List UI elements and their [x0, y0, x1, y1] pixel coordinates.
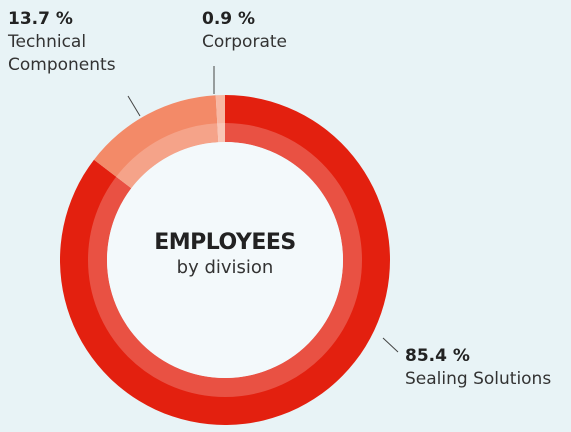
leader-line [382, 337, 399, 353]
chart-title: EMPLOYEES [154, 230, 296, 255]
center-label: EMPLOYEES by division [125, 230, 325, 278]
center-disc [107, 142, 343, 378]
inner-tint [88, 123, 362, 397]
value-label: 85.4 % [405, 346, 470, 366]
slice-label: 85.4 % Sealing Solutions [405, 345, 571, 391]
category-label: Sealing Solutions [405, 369, 552, 389]
slice-label: 0.9 % Corporate [202, 8, 322, 54]
leader-line [127, 95, 141, 117]
value-label: 13.7 % [8, 9, 73, 29]
donut-slice [215, 95, 225, 143]
category-label: Corporate [202, 32, 287, 52]
chart-subtitle: by division [176, 257, 274, 278]
value-label: 0.9 % [202, 9, 256, 29]
slice-label: 13.7 % Technical Components [8, 8, 138, 77]
donut-slice [93, 95, 219, 189]
category-label: Technical Components [8, 32, 116, 75]
